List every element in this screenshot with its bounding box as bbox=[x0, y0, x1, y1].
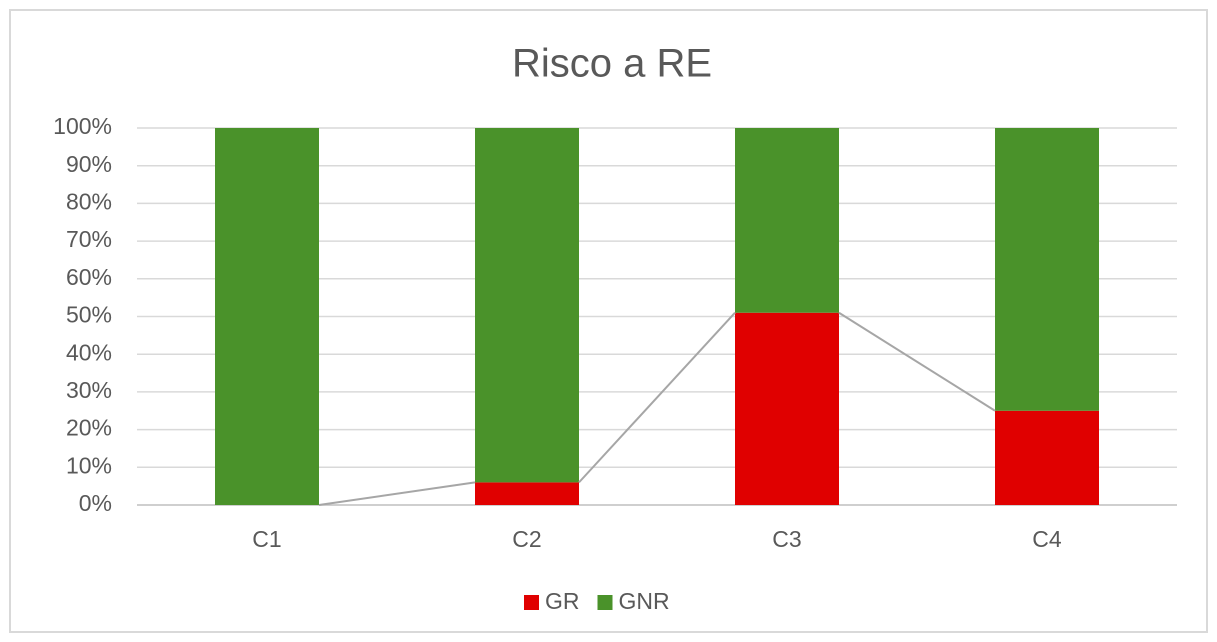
bar-segment bbox=[995, 410, 1099, 505]
series-line bbox=[318, 481, 476, 506]
y-tick-label: 70% bbox=[66, 226, 112, 252]
legend-swatch bbox=[597, 595, 613, 610]
x-tick-label: C3 bbox=[772, 526, 801, 552]
y-tick-label: 20% bbox=[66, 415, 112, 441]
legend-label: GR bbox=[545, 588, 580, 614]
x-tick-label: C2 bbox=[512, 526, 541, 552]
series-line bbox=[838, 311, 996, 412]
x-tick-label: C1 bbox=[252, 526, 281, 552]
y-tick-label: 80% bbox=[66, 188, 112, 214]
bar-segment bbox=[995, 128, 1099, 411]
legend-label: GNR bbox=[619, 588, 670, 614]
bar-segment bbox=[735, 128, 839, 313]
bar-segment bbox=[475, 128, 579, 483]
series-line bbox=[578, 312, 736, 484]
y-tick-label: 90% bbox=[66, 151, 112, 177]
legend-swatch bbox=[524, 595, 539, 610]
x-tick-label: C4 bbox=[1032, 526, 1062, 552]
y-tick-label: 60% bbox=[66, 264, 112, 290]
y-tick-label: 50% bbox=[66, 302, 112, 328]
y-tick-label: 40% bbox=[66, 339, 112, 365]
bar-segment bbox=[735, 312, 839, 505]
y-tick-label: 0% bbox=[79, 490, 112, 516]
y-tick-label: 100% bbox=[53, 113, 112, 139]
chart-title: Risco a RE bbox=[512, 42, 712, 86]
bar-segment bbox=[475, 482, 579, 505]
bar-segment bbox=[215, 128, 319, 505]
y-tick-label: 10% bbox=[66, 452, 112, 478]
y-tick-label: 30% bbox=[66, 377, 112, 403]
